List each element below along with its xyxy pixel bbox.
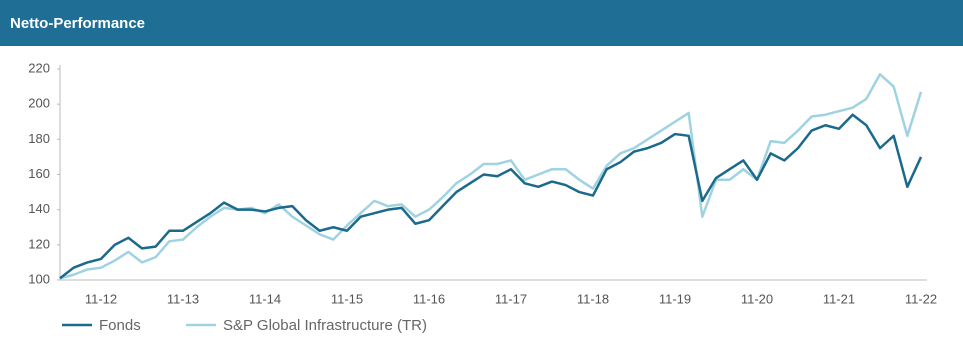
- header-bar: [0, 0, 963, 46]
- y-tick-label: 180: [28, 131, 50, 146]
- y-tick-label: 120: [28, 236, 50, 251]
- series-line: [59, 73, 923, 280]
- x-tick-label: 11-13: [167, 291, 199, 306]
- x-tick-label: 11-22: [905, 291, 937, 306]
- chart-title: Netto-Performance: [10, 15, 145, 32]
- legend-label: Fonds: [99, 317, 141, 334]
- x-tick-label: 11-21: [823, 291, 855, 306]
- legend-label: S&P Global Infrastructure (TR): [223, 317, 427, 334]
- y-tick-label: 220: [28, 60, 50, 75]
- series-line: [59, 113, 923, 280]
- x-tick-label: 11-17: [495, 291, 527, 306]
- y-tick-label: 140: [28, 201, 50, 216]
- x-tick-label: 11-20: [741, 291, 773, 306]
- x-tick-label: 11-14: [249, 291, 281, 306]
- x-tick-label: 11-19: [659, 291, 691, 306]
- y-tick-label: 100: [28, 271, 50, 286]
- y-tick-label: 160: [28, 166, 50, 181]
- x-tick-label: 11-12: [85, 291, 117, 306]
- y-tick-label: 200: [28, 96, 50, 111]
- x-tick-label: 11-16: [413, 291, 445, 306]
- x-tick-label: 11-15: [331, 291, 363, 306]
- x-tick-label: 11-18: [577, 291, 609, 306]
